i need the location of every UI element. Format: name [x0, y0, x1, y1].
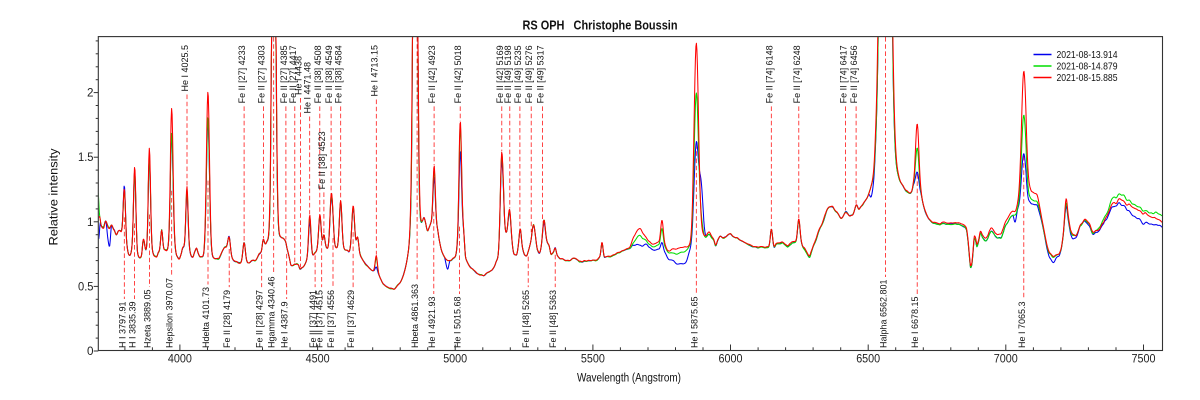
svg-text:Wavelength (Angstrom): Wavelength (Angstrom): [577, 373, 681, 385]
svg-text:He I 4438: He I 4438: [294, 56, 304, 95]
svg-text:Fe II [27] 4233: Fe II [27] 4233: [237, 45, 247, 103]
svg-text:Hzeta 3889.05: Hzeta 3889.05: [142, 289, 152, 348]
svg-text:Fe II [74] 6417: Fe II [74] 6417: [838, 45, 848, 103]
svg-text:Fe II [42] 5169: Fe II [42] 5169: [495, 45, 505, 103]
svg-text:He I 6678.15: He I 6678.15: [910, 296, 920, 348]
svg-text:Fe II [74] 6148: Fe II [74] 6148: [764, 45, 774, 103]
svg-text:He I 7065.3: He I 7065.3: [1017, 301, 1027, 348]
svg-text:Fe II [38] 4549: Fe II [38] 4549: [324, 45, 334, 103]
svg-text:2021-08-14.879: 2021-08-14.879: [1057, 61, 1118, 73]
svg-text:Fe II [42] 4923: Fe II [42] 4923: [427, 45, 437, 103]
svg-text:Fe II [37] 4556: Fe II [37] 4556: [326, 290, 336, 348]
svg-text:Fe II [38] 4508: Fe II [38] 4508: [313, 45, 323, 103]
svg-text:Hepsilon 3970.07: Hepsilon 3970.07: [165, 278, 175, 348]
svg-text:4500: 4500: [306, 354, 330, 366]
svg-text:Fe II [28] 4179: Fe II [28] 4179: [222, 290, 232, 348]
svg-text:Fe II [27] 4417: Fe II [27] 4417: [288, 45, 298, 103]
svg-text:Fe II [49] 5276: Fe II [49] 5276: [524, 45, 534, 103]
svg-text:Fe II [74] 6248: Fe II [74] 6248: [792, 45, 802, 103]
svg-text:6000: 6000: [719, 354, 743, 366]
svg-text:He I 4471.48: He I 4471.48: [303, 62, 313, 114]
svg-text:5000: 5000: [443, 354, 467, 366]
svg-text:H I 3835.39: H I 3835.39: [128, 301, 138, 348]
svg-text:6500: 6500: [856, 354, 880, 366]
svg-text:Hbeta 4861.363: Hbeta 4861.363: [410, 284, 420, 348]
svg-text:2: 2: [87, 88, 94, 100]
svg-text:Fe II [42] 5018: Fe II [42] 5018: [453, 45, 463, 103]
svg-text:He I 5875.65: He I 5875.65: [689, 296, 699, 348]
svg-text:5500: 5500: [581, 354, 605, 366]
svg-text:Halpha 6562.801: Halpha 6562.801: [879, 279, 889, 348]
svg-text:1: 1: [87, 217, 94, 229]
svg-text:7500: 7500: [1132, 354, 1156, 366]
svg-text:Fe II [74] 6456: Fe II [74] 6456: [849, 45, 859, 103]
svg-text:2021-08-15.885: 2021-08-15.885: [1057, 72, 1118, 84]
svg-text:Hdelta 4101.73: Hdelta 4101.73: [201, 287, 211, 348]
svg-text:Relative intensity: Relative intensity: [49, 148, 61, 245]
svg-text:Fe II [37] 4515: Fe II [37] 4515: [315, 290, 325, 348]
svg-text:Fe II [27] 4385: Fe II [27] 4385: [279, 45, 289, 103]
svg-text:Fe II [37] 4629: Fe II [37] 4629: [346, 290, 356, 348]
svg-text:Fe II [28] 4297: Fe II [28] 4297: [255, 290, 265, 348]
svg-text:0: 0: [87, 346, 94, 358]
svg-text:He I 4387.9: He I 4387.9: [280, 301, 290, 348]
svg-text:RS OPH Christophe Boussin: RS OPH Christophe Boussin: [523, 18, 678, 33]
svg-text:Fe II [38] 4584: Fe II [38] 4584: [334, 45, 344, 103]
svg-text:1.5: 1.5: [78, 152, 94, 164]
svg-text:Fe II [49] 5198: Fe II [49] 5198: [503, 45, 513, 103]
svg-text:0.5: 0.5: [78, 281, 94, 293]
svg-text:Fe II [49] 5235: Fe II [49] 5235: [513, 45, 523, 103]
svg-text:Fe II [27] 4303: Fe II [27] 4303: [256, 45, 266, 103]
svg-text:H I 3797.91: H I 3797.91: [117, 301, 127, 348]
svg-text:2021-08-13.914: 2021-08-13.914: [1057, 49, 1118, 61]
svg-text:He I 4025.5: He I 4025.5: [180, 45, 190, 92]
svg-text:Fe II [49] 5317: Fe II [49] 5317: [536, 45, 546, 103]
svg-text:He I 4713.15: He I 4713.15: [369, 45, 379, 97]
svg-text:Fe II [48] 5363: Fe II [48] 5363: [548, 290, 558, 348]
svg-text:Fe II [37] 4491: Fe II [37] 4491: [308, 290, 318, 348]
svg-text:7000: 7000: [994, 354, 1018, 366]
svg-text:Fe II [38] 4523: Fe II [38] 4523: [317, 131, 327, 189]
svg-text:Fe II [48] 5265: Fe II [48] 5265: [521, 290, 531, 348]
svg-text:He I 5015.68: He I 5015.68: [453, 296, 463, 348]
svg-text:He I 4921.93: He I 4921.93: [427, 296, 437, 348]
svg-text:Hgamma 4340.46: Hgamma 4340.46: [267, 276, 277, 348]
svg-text:4000: 4000: [168, 354, 192, 366]
